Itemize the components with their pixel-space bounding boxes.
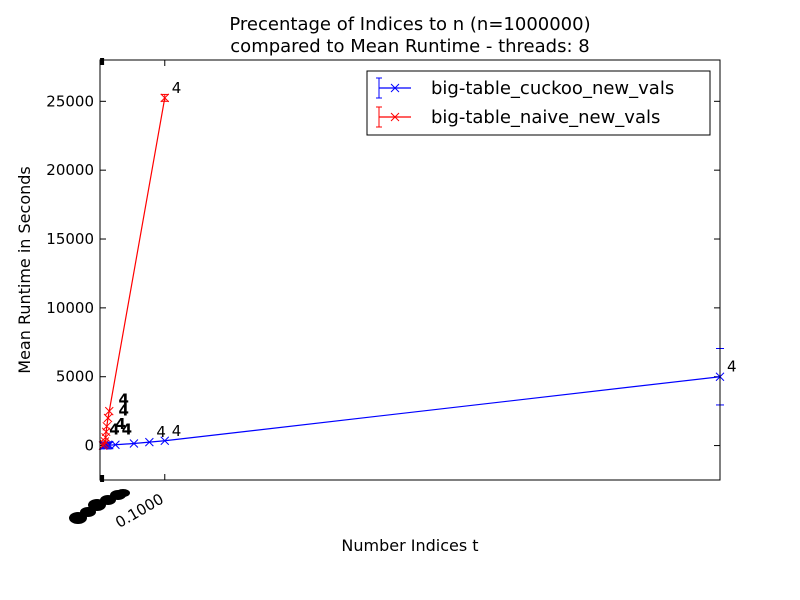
series-point-1-stroke-b — [160, 93, 170, 103]
series-point-1-stroke-b — [99, 439, 109, 449]
series-point-0 — [144, 437, 154, 447]
series-point-0 — [129, 439, 139, 448]
point-label-cluster: 4 — [119, 401, 129, 419]
legend-marker-1-stroke-b — [390, 112, 400, 122]
chart-title-line-2: compared to Mean Runtime - threads: 8 — [230, 36, 589, 57]
plot-frame — [99, 59, 721, 481]
y-tick-label: 5000 — [56, 368, 94, 386]
series-point-1 — [104, 406, 114, 416]
legend-label-1: big-table_naive_new_vals — [431, 107, 660, 128]
point-label-cluster: 4 — [109, 421, 119, 439]
y-tick-label: 0 — [84, 437, 94, 455]
point-label-1: 4 — [172, 79, 182, 97]
series-point-1-stroke-b — [102, 421, 112, 431]
legend-marker-0-stroke-b — [390, 83, 400, 93]
series-point-1-stroke-b — [101, 427, 111, 437]
legend: big-table_cuckoo_new_vals big-table_naive… — [366, 70, 711, 136]
x-axis-label: Number Indices t — [341, 536, 478, 555]
series-point-1-stroke-b — [101, 432, 110, 442]
legend-box — [366, 70, 711, 136]
x-tick-label-cluster — [116, 489, 130, 497]
chart-title-line-1: Precentage of Indices to n (n=1000000) — [229, 14, 590, 35]
y-tick-label: 25000 — [46, 92, 94, 110]
series-point-0 — [111, 440, 120, 450]
series-point-0-stroke-b — [160, 436, 170, 446]
point-label-cluster: 4 — [119, 390, 129, 408]
series-point-1 — [99, 439, 109, 449]
series-point-1 — [160, 93, 170, 103]
series-point-0-stroke-b — [111, 440, 120, 450]
y-tick-label: 10000 — [46, 299, 94, 317]
legend-label-0: big-table_cuckoo_new_vals — [431, 78, 674, 99]
point-label-cluster: 4 — [115, 415, 125, 433]
point-label-0: 4 — [172, 422, 182, 440]
x-tick-cluster-top — [102, 58, 105, 65]
legend-marker-0 — [390, 83, 400, 93]
y-tick-label: 15000 — [46, 230, 94, 248]
series-point-0-stroke-b — [129, 439, 139, 448]
point-label-0: 4 — [727, 358, 737, 376]
series-point-1-stroke-b — [103, 413, 113, 423]
series-point-1-stroke-b — [104, 406, 114, 416]
series-point-1 — [102, 421, 112, 431]
y-tick-label: 20000 — [46, 161, 94, 179]
legend-marker-1 — [390, 112, 400, 122]
series-point-0-stroke-b — [144, 437, 154, 447]
series-point-0-stroke-b — [102, 441, 112, 450]
series-point-1 — [103, 413, 113, 423]
series-point-0 — [160, 436, 170, 446]
x-tick-cluster-bottom — [102, 475, 105, 482]
series-point-0-stroke-b — [104, 440, 114, 450]
y-axis-label: Mean Runtime in Seconds — [15, 166, 34, 373]
point-label-cluster: 4 — [122, 421, 132, 439]
point-label-0: 4 — [156, 423, 166, 441]
